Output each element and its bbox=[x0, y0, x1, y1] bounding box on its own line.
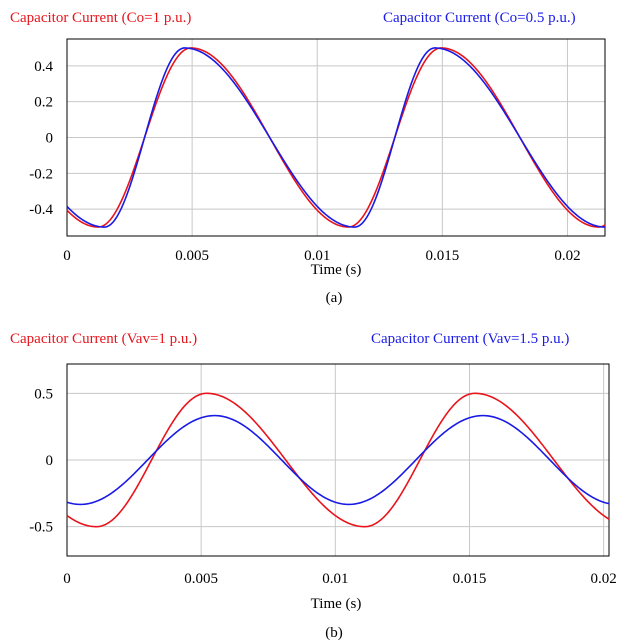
x-tick-label: 0.02 bbox=[554, 248, 580, 264]
y-ticks-b: 0.5 0 -0.5 bbox=[29, 386, 53, 535]
legend-label-co-1: Capacitor Current (Co=1 p.u.) bbox=[10, 10, 191, 26]
x-tick-label: 0.005 bbox=[184, 571, 218, 587]
series-group-b bbox=[66, 392, 610, 528]
x-axis-label-b: Time (s) bbox=[311, 596, 362, 612]
panel-label-b: (b) bbox=[325, 625, 343, 641]
grid-b bbox=[67, 364, 609, 556]
y-tick-label: 0.4 bbox=[34, 59, 53, 75]
x-tick-label: 0.01 bbox=[322, 571, 348, 587]
x-tick-label: 0 bbox=[63, 571, 71, 587]
y-tick-label: 0 bbox=[46, 131, 54, 147]
y-tick-label: -0.5 bbox=[29, 520, 53, 536]
x-tick-label: 0.01 bbox=[304, 248, 330, 264]
x-tick-label: 0.02 bbox=[591, 571, 617, 587]
y-tick-label: 0.2 bbox=[34, 95, 53, 111]
x-tick-label: 0.015 bbox=[453, 571, 487, 587]
y-tick-label: 0 bbox=[46, 453, 54, 469]
y-tick-label: -0.2 bbox=[29, 166, 53, 182]
grid-a bbox=[67, 39, 605, 236]
panel-label-a: (a) bbox=[326, 290, 343, 306]
chart-panel-b: Capacitor Current (Vav=1 p.u.) Capacitor… bbox=[10, 331, 617, 641]
x-ticks-b: 0 0.005 0.01 0.015 0.02 bbox=[63, 571, 617, 587]
plot-frame-b bbox=[66, 363, 610, 557]
plot-frame-a bbox=[66, 38, 606, 237]
x-tick-label: 0.015 bbox=[425, 248, 459, 264]
y-tick-label: 0.5 bbox=[34, 386, 53, 402]
x-tick-label: 0 bbox=[63, 248, 71, 264]
series-line-blue bbox=[66, 414, 610, 506]
legend-label-vav-1-5: Capacitor Current (Vav=1.5 p.u.) bbox=[371, 331, 569, 347]
series-line-blue bbox=[66, 47, 606, 228]
x-axis-label-a: Time (s) bbox=[311, 262, 362, 278]
x-tick-label: 0.005 bbox=[175, 248, 209, 264]
series-group-a bbox=[66, 47, 606, 228]
y-tick-label: -0.4 bbox=[29, 202, 53, 218]
x-ticks-a: 0 0.005 0.01 0.015 0.02 bbox=[63, 248, 580, 264]
legend-label-vav-1: Capacitor Current (Vav=1 p.u.) bbox=[10, 331, 197, 347]
legend-label-co-0-5: Capacitor Current (Co=0.5 p.u.) bbox=[383, 10, 576, 26]
chart-panel-a: Capacitor Current (Co=1 p.u.) Capacitor … bbox=[10, 10, 606, 306]
y-ticks-a: 0.4 0.2 0 -0.2 -0.4 bbox=[29, 59, 53, 218]
